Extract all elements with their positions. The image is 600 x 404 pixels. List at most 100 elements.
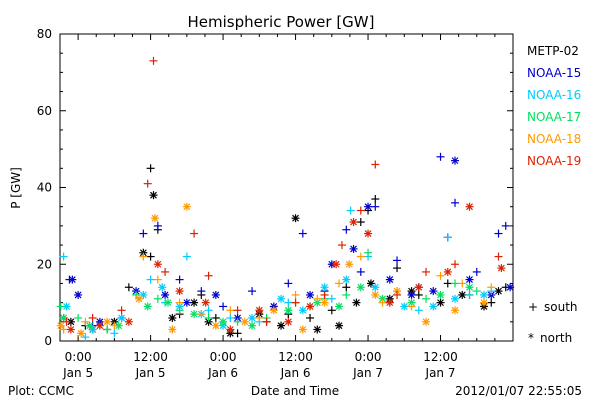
north-point-noaa-18 (269, 306, 278, 315)
north-point-noaa-18 (422, 317, 431, 326)
y-tick-label: 60 (37, 104, 52, 118)
south-point-noaa-19 (422, 267, 431, 276)
south-point-noaa-18 (487, 283, 496, 292)
south-point-noaa-19 (204, 271, 213, 280)
south-point-metp-02 (211, 313, 220, 322)
south-point-noaa-19 (161, 267, 170, 276)
south-point-metp-02 (356, 218, 365, 227)
south-point-metp-02 (393, 264, 402, 273)
north-point-noaa-17 (163, 298, 172, 307)
south-point-noaa-16 (204, 306, 213, 315)
y-tick-label: 20 (37, 257, 52, 271)
south-point-noaa-18 (335, 279, 344, 288)
south-point-noaa-17 (472, 287, 481, 296)
y-tick-label: 80 (37, 27, 52, 41)
south-point-noaa-19 (62, 317, 71, 326)
south-point-noaa-17 (422, 294, 431, 303)
south-point-noaa-17 (233, 317, 242, 326)
north-point-noaa-18 (103, 317, 112, 326)
south-point-noaa-17 (153, 294, 162, 303)
south-point-noaa-16 (59, 252, 68, 261)
north-point-noaa-16 (400, 302, 409, 311)
south-point-noaa-19 (393, 290, 402, 299)
y-axis: 0 20 40 60 80 (37, 27, 513, 348)
south-point-noaa-19 (371, 160, 380, 169)
data-points (56, 56, 515, 342)
north-point-noaa-15 (429, 287, 438, 296)
north-point-noaa-16 (62, 302, 71, 311)
x-tick-date-label: Jan 6 (207, 366, 238, 380)
south-point-metp-02 (487, 298, 496, 307)
north-point-metp-02 (366, 279, 375, 288)
north-point-noaa-15 (211, 290, 220, 299)
south-point-noaa-15 (494, 229, 503, 238)
north-point-metp-02 (168, 313, 177, 322)
north-point-noaa-17 (143, 302, 152, 311)
north-point-metp-02 (277, 321, 286, 330)
south-point-noaa-18 (458, 279, 467, 288)
north-point-noaa-15 (182, 298, 191, 307)
legend-item-noaa-15: NOAA-15 (527, 66, 581, 80)
north-point-noaa-18 (320, 298, 329, 307)
x-tick-date-label: Jan 7 (425, 366, 456, 380)
south-point-metp-02 (146, 252, 155, 261)
plot-credit: Plot: CCMC (8, 384, 74, 398)
chart-title: Hemispheric Power [GW] (188, 13, 375, 31)
south-point-noaa-15 (472, 267, 481, 276)
south-point-noaa-15 (451, 198, 460, 207)
x-tick-date-label: Jan 7 (352, 366, 383, 380)
north-point-noaa-19 (284, 317, 293, 326)
south-point-noaa-15 (501, 221, 510, 230)
north-point-noaa-19 (175, 287, 184, 296)
north-point-noaa-19 (226, 325, 235, 334)
north-point-noaa-17 (356, 283, 365, 292)
south-point-metp-02 (146, 164, 155, 173)
south-point-noaa-15 (219, 302, 228, 311)
north-point-noaa-15 (68, 275, 77, 284)
north-point-noaa-18 (135, 294, 144, 303)
north-point-noaa-18 (371, 290, 380, 299)
south-point-noaa-18 (226, 306, 235, 315)
south-point-noaa-16 (443, 233, 452, 242)
y-axis-label: P [GW] (9, 167, 23, 209)
south-point-noaa-19 (320, 290, 329, 299)
north-point-noaa-18 (480, 298, 489, 307)
south-point-noaa-15 (393, 256, 402, 265)
south-point-noaa-16 (182, 252, 191, 261)
south-point-noaa-17 (342, 290, 351, 299)
south-point-noaa-19 (356, 206, 365, 215)
north-point-noaa-16 (371, 283, 380, 292)
south-point-noaa-18 (407, 302, 416, 311)
south-point-noaa-15 (371, 202, 380, 211)
y-tick-label: 0 (44, 334, 52, 348)
south-point-metp-02 (371, 195, 380, 204)
x-tick-label: 12:00 (278, 350, 313, 364)
north-point-metp-02 (458, 290, 467, 299)
north-point-noaa-16 (248, 313, 257, 322)
south-point-noaa-16 (284, 298, 293, 307)
north-point-metp-02 (313, 325, 322, 334)
legend-item-metp-02: METP-02 (527, 44, 579, 58)
south-point-noaa-15 (197, 287, 206, 296)
south-point-noaa-16 (146, 275, 155, 284)
north-point-noaa-17 (465, 283, 474, 292)
south-point-noaa-16 (414, 306, 423, 315)
north-point-noaa-19 (385, 298, 394, 307)
south-point-metp-02 (124, 283, 133, 292)
x-tick-date-label: Jan 6 (280, 366, 311, 380)
south-point-metp-02 (342, 283, 351, 292)
south-point-noaa-19 (451, 260, 460, 269)
south-point-noaa-17 (56, 302, 65, 311)
north-point-noaa-15 (161, 290, 170, 299)
north-point-noaa-17 (284, 306, 293, 315)
south-point-noaa-17 (204, 313, 213, 322)
x-axis-label: Date and Time (251, 384, 339, 398)
north-point-noaa-15 (306, 290, 315, 299)
north-point-noaa-19 (497, 264, 506, 273)
south-point-noaa-19 (117, 306, 126, 315)
north-point-noaa-19 (255, 306, 264, 315)
north-point-metp-02 (436, 298, 445, 307)
south-point-metp-02 (306, 313, 315, 322)
